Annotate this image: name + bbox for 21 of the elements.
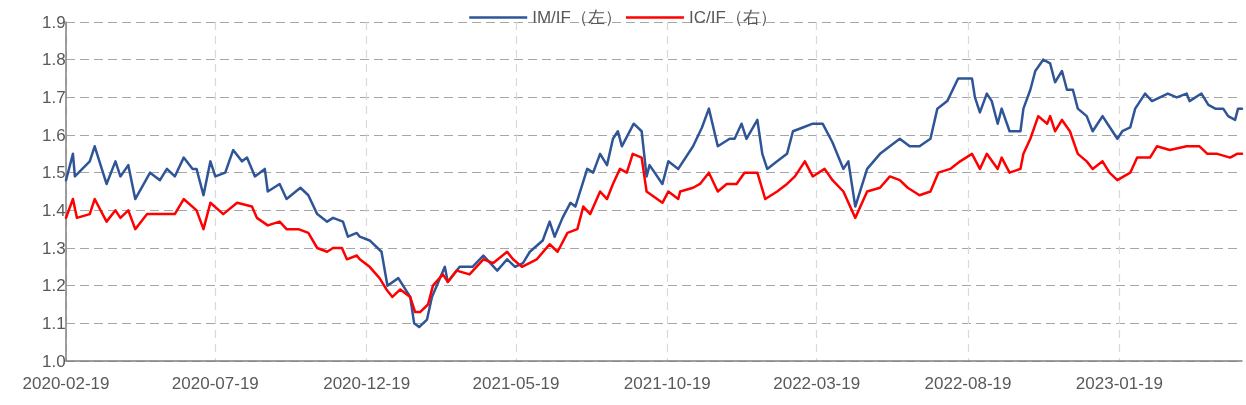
y-tick-label: 1.8 (42, 50, 66, 70)
y-tick-label: 1.1 (42, 313, 66, 333)
y-tick-label: 1.7 (42, 87, 66, 107)
y-tick-label: 1.3 (42, 238, 66, 258)
x-tick-label: 2021-05-19 (472, 374, 560, 393)
line-series (64, 114, 1244, 314)
legend-label: IC/IF（右） (688, 8, 777, 27)
x-tick-label: 2022-03-19 (773, 374, 861, 393)
x-tick-label: 2020-07-19 (171, 374, 259, 393)
x-tick-label: 2022-08-19 (924, 374, 1012, 393)
legend-label: IM/IF（左） (532, 8, 622, 27)
x-tick-label: 2020-02-19 (22, 374, 110, 393)
x-tick-label: 2021-10-19 (623, 374, 711, 393)
y-tick-label: 1.0 (42, 351, 66, 371)
y-tick-label: 1.2 (42, 276, 66, 296)
y-tick-label: 1.5 (42, 163, 66, 183)
y-tick-label: 1.9 (42, 12, 66, 32)
x-tick-label: 2020-12-19 (323, 374, 411, 393)
y-tick-label: 1.6 (42, 125, 66, 145)
line-series (64, 58, 1244, 329)
x-tick-label: 2023-01-19 (1075, 374, 1163, 393)
